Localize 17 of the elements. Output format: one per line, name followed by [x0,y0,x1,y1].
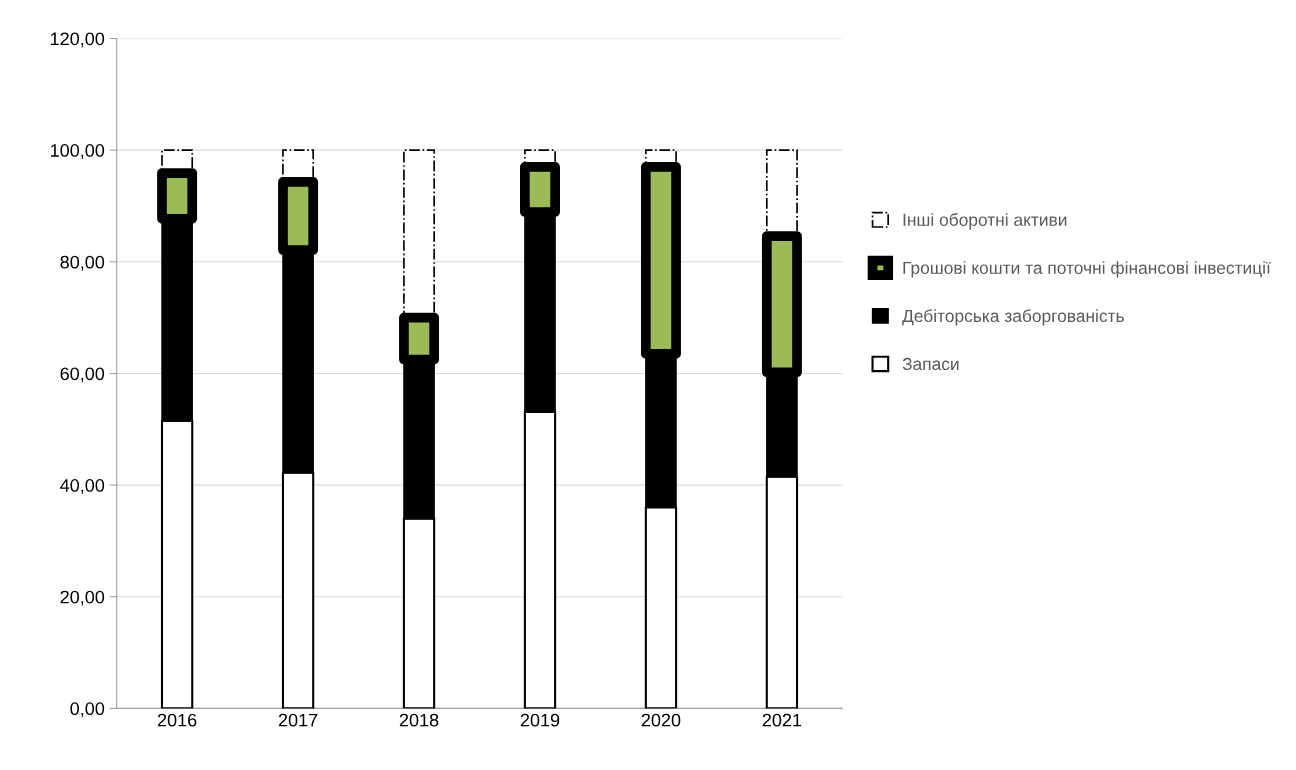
legend-label: Дебіторська заборгованість [902,309,1124,326]
legend-label: Інші оборотні активи [903,213,1067,230]
y-tick-label: 40,00 [60,479,105,494]
legend-label: Грошові кошти та поточні фінансові інвестиції [903,261,1271,278]
y-tick-label: 100,00 [50,144,105,159]
x-tick-label: 2016 [157,713,197,727]
y-tick-label: 120,00 [50,32,105,48]
y-tick-label: 0,00 [70,702,105,718]
x-tick-label: 2018 [399,713,439,727]
x-tick-label: 2020 [641,713,681,727]
x-tick-label: 2019 [520,713,560,727]
y-tick-label: 20,00 [60,590,105,606]
y-tick-label: 80,00 [60,255,105,271]
x-tick-label: 2017 [278,713,318,727]
y-tick-label: 60,00 [60,367,105,383]
legend-label: Запаси [902,357,959,371]
x-tick-label: 2021 [762,713,802,727]
